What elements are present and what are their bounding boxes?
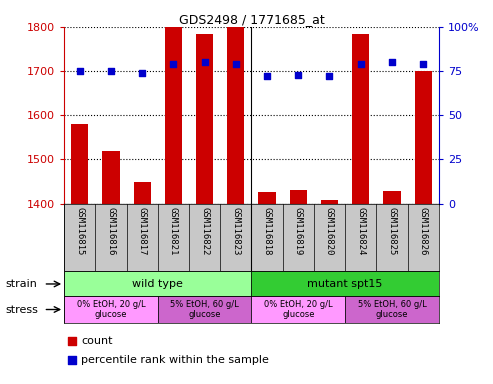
Bar [71,124,88,204]
Bar [352,33,369,204]
Point [232,61,240,67]
Text: 0% EtOH, 20 g/L
glucose: 0% EtOH, 20 g/L glucose [264,300,333,319]
Text: GSM116826: GSM116826 [419,207,427,255]
Bar [158,296,251,323]
Text: stress: stress [5,305,38,314]
Text: 5% EtOH, 60 g/L
glucose: 5% EtOH, 60 g/L glucose [170,300,239,319]
Point [325,73,333,79]
Point [68,357,75,363]
Point [388,59,396,65]
Bar [251,296,345,323]
Point [76,68,84,74]
Bar [165,27,182,204]
Text: GSM116821: GSM116821 [169,207,178,255]
Text: wild type: wild type [132,279,183,289]
Text: mutant spt15: mutant spt15 [308,279,383,289]
Bar [64,296,158,323]
Bar [258,192,276,204]
Bar [103,151,119,204]
Text: count: count [81,336,112,346]
Bar [290,190,307,204]
Text: GSM116825: GSM116825 [387,207,396,255]
Text: GSM116815: GSM116815 [75,207,84,255]
Text: GSM116822: GSM116822 [200,207,209,255]
Bar [196,33,213,204]
Point [68,338,75,344]
Text: GSM116818: GSM116818 [263,207,272,255]
Point [357,61,365,67]
Point [107,68,115,74]
Point [263,73,271,79]
Bar [345,296,439,323]
Text: percentile rank within the sample: percentile rank within the sample [81,355,269,365]
Text: GSM116816: GSM116816 [106,207,115,255]
Bar [64,271,251,296]
Text: 0% EtOH, 20 g/L
glucose: 0% EtOH, 20 g/L glucose [76,300,145,319]
Title: GDS2498 / 1771685_at: GDS2498 / 1771685_at [178,13,324,26]
Bar [227,27,245,204]
Bar [251,271,439,296]
Bar [415,71,432,204]
Point [138,70,146,76]
Text: GSM116819: GSM116819 [294,207,303,255]
Point [201,59,209,65]
Bar [134,182,151,204]
Point [294,71,302,78]
Text: GSM116823: GSM116823 [231,207,240,255]
Text: GSM116820: GSM116820 [325,207,334,255]
Text: GSM116817: GSM116817 [138,207,146,255]
Point [170,61,177,67]
Text: strain: strain [5,279,37,289]
Bar [321,200,338,204]
Text: GSM116824: GSM116824 [356,207,365,255]
Bar [384,191,400,204]
Point [419,61,427,67]
Text: 5% EtOH, 60 g/L
glucose: 5% EtOH, 60 g/L glucose [357,300,426,319]
